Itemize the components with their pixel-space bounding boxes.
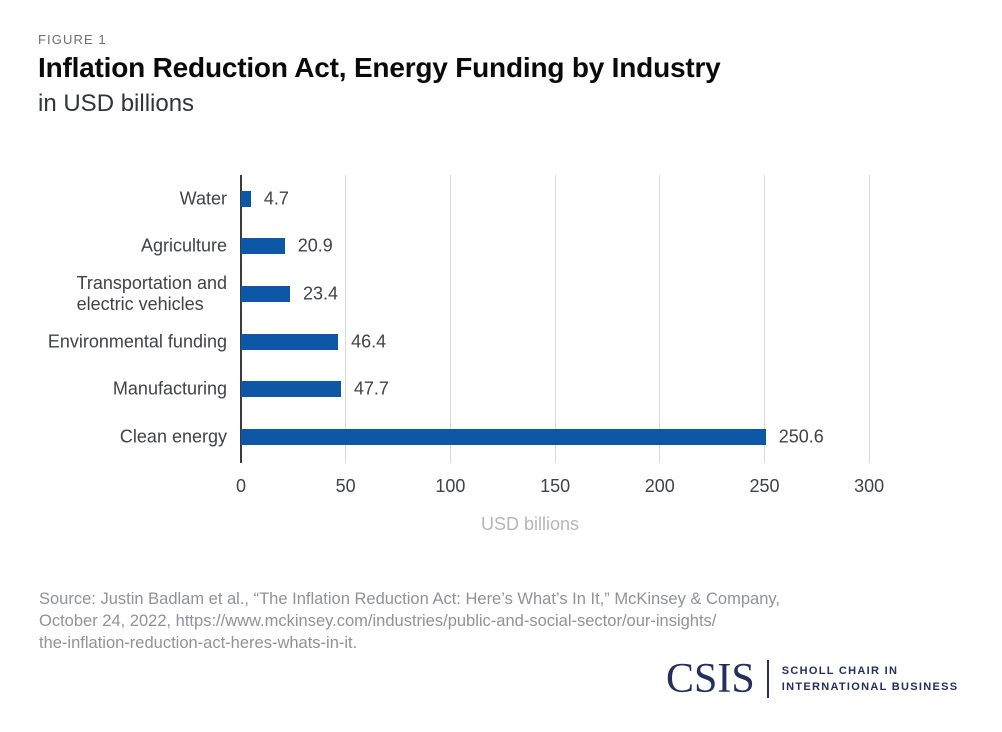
category-label: Transportation and electric vehicles — [76, 273, 227, 315]
bar-value-label: 250.6 — [778, 426, 824, 447]
logo-tagline: SCHOLL CHAIR IN INTERNATIONAL BUSINESS — [782, 663, 959, 695]
gridline — [868, 175, 870, 463]
bar — [241, 381, 341, 398]
x-tick-label: 250 — [749, 476, 780, 496]
gridline — [764, 175, 765, 463]
category-label: Water — [179, 188, 227, 209]
x-tick-label: 100 — [435, 476, 466, 496]
bar — [241, 238, 285, 255]
source-citation: Source: Justin Badlam et al., “The Infla… — [39, 590, 780, 652]
bar — [241, 190, 251, 207]
bar — [241, 429, 766, 446]
bar-value-label: 46.4 — [351, 331, 387, 352]
logo-tagline-line1: SCHOLL CHAIR IN — [781, 665, 899, 677]
bar-row: Manufacturing 47.7 — [0, 366, 1002, 414]
gridline — [345, 175, 347, 463]
chart-title: Inflation Reduction Act, Energy Funding … — [38, 52, 721, 83]
x-axis-label: USD billions — [480, 514, 580, 534]
x-tick-label: 150 — [540, 476, 571, 496]
bar-row: Clean energy 250.6 — [0, 413, 1002, 461]
category-label: Manufacturing — [112, 378, 227, 399]
x-tick-label: 200 — [644, 476, 675, 496]
x-tick-label: 300 — [854, 476, 885, 496]
bar-value-label: 47.7 — [353, 378, 389, 399]
bar-row: Transportation and electric vehicles 23.4 — [0, 270, 1002, 318]
gridline — [554, 175, 556, 463]
bar — [241, 333, 339, 350]
bar-chart: Water 4.7 Agriculture 20.9 Transportation an… — [0, 175, 1002, 534]
category-label: Agriculture — [140, 235, 227, 256]
bar — [241, 286, 290, 303]
category-label: Environmental funding — [47, 331, 227, 352]
bar-value-label: 4.7 — [263, 188, 289, 209]
figure-label: FIGURE 1 — [38, 32, 107, 47]
csis-wordmark: CSIS — [666, 656, 755, 702]
bar-row: Environmental funding 46.4 — [0, 318, 1002, 366]
gridline — [659, 175, 661, 463]
bar-value-label: 23.4 — [302, 283, 339, 304]
chart-subtitle: in USD billions — [38, 90, 195, 117]
logo-divider — [766, 660, 769, 698]
category-label: Clean energy — [119, 426, 227, 447]
bar-value-label: 20.9 — [297, 235, 333, 256]
x-tick-label: 0 — [235, 476, 247, 496]
csis-logo: CSIS SCHOLL CHAIR IN INTERNATIONAL BUSIN… — [666, 657, 958, 701]
bar-row: Water 4.7 — [0, 175, 1002, 223]
y-axis-line — [240, 175, 242, 463]
logo-tagline-line2: INTERNATIONAL BUSINESS — [781, 681, 959, 693]
gridline — [449, 175, 451, 463]
bar-row: Agriculture 20.9 — [0, 223, 1002, 271]
x-tick-label: 50 — [335, 476, 356, 496]
